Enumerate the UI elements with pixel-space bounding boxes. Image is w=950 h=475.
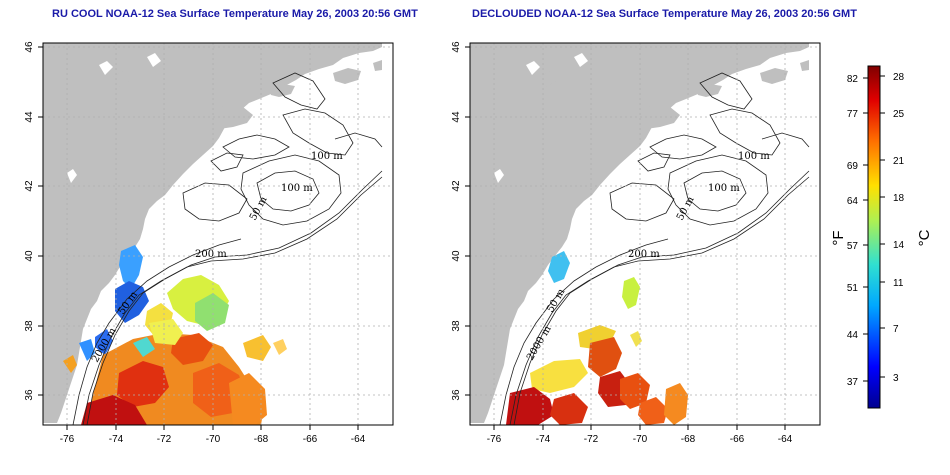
y-tick-label: 46 bbox=[451, 41, 462, 53]
right-map-frame bbox=[469, 42, 821, 426]
fahrenheit-tick: 57 bbox=[847, 241, 859, 252]
y-tick-label: 36 bbox=[451, 389, 462, 401]
celsius-tick: 14 bbox=[893, 240, 905, 251]
left-contour-label: 200 m bbox=[195, 249, 227, 260]
x-tick-label: -76 bbox=[487, 434, 502, 445]
x-tick-label: -74 bbox=[536, 434, 551, 445]
celsius-tick: 21 bbox=[893, 156, 905, 167]
x-tick-label: -64 bbox=[778, 434, 793, 445]
left-x-tick-labels: -76 -74 -72 -70 -68 -66 -64 bbox=[60, 434, 366, 445]
left-y-axis bbox=[38, 46, 43, 396]
y-tick-label: 42 bbox=[24, 180, 35, 192]
left-map-panel: 100 m 100 m 50 m 200 m 50 m 2000 m bbox=[42, 42, 394, 426]
right-grid bbox=[470, 43, 820, 425]
celsius-tick: 25 bbox=[893, 109, 905, 120]
y-tick-label: 36 bbox=[24, 389, 35, 401]
right-map-title: DECLOUDED NOAA-12 Sea Surface Temperatur… bbox=[472, 8, 857, 20]
fahrenheit-tick: 82 bbox=[847, 74, 859, 85]
x-tick-label: -72 bbox=[157, 434, 172, 445]
fahrenheit-tick: 51 bbox=[847, 283, 859, 294]
y-tick-label: 44 bbox=[451, 111, 462, 123]
celsius-unit-label: °C bbox=[916, 229, 933, 246]
left-contour-label: 100 m bbox=[281, 183, 313, 194]
y-tick-label: 42 bbox=[451, 180, 462, 192]
fahrenheit-tick: 44 bbox=[847, 330, 859, 341]
right-x-tick-labels: -76 -74 -72 -70 -68 -66 -64 bbox=[487, 434, 793, 445]
y-tick-label: 40 bbox=[24, 250, 35, 262]
y-tick-label: 40 bbox=[451, 250, 462, 262]
fahrenheit-tick: 64 bbox=[847, 196, 859, 207]
fahrenheit-tick: 77 bbox=[847, 109, 859, 120]
x-tick-label: -74 bbox=[109, 434, 124, 445]
x-tick-label: -66 bbox=[303, 434, 318, 445]
celsius-tick: 3 bbox=[893, 373, 899, 384]
fahrenheit-tick: 37 bbox=[847, 377, 859, 388]
right-y-tick-labels: 36 38 40 42 44 46 bbox=[451, 41, 462, 401]
left-x-axis bbox=[66, 425, 359, 430]
y-tick-label: 38 bbox=[451, 320, 462, 332]
celsius-tick: 18 bbox=[893, 193, 905, 204]
left-grid bbox=[43, 43, 393, 425]
x-tick-label: -70 bbox=[206, 434, 221, 445]
right-contour-label: 100 m bbox=[708, 183, 740, 194]
right-x-axis bbox=[493, 425, 786, 430]
celsius-tick: 7 bbox=[893, 324, 899, 335]
x-tick-label: -66 bbox=[730, 434, 745, 445]
x-tick-label: -68 bbox=[681, 434, 696, 445]
x-tick-label: -76 bbox=[60, 434, 75, 445]
y-tick-label: 38 bbox=[24, 320, 35, 332]
x-tick-label: -64 bbox=[351, 434, 366, 445]
y-tick-label: 46 bbox=[24, 41, 35, 53]
right-contour-label: 100 m bbox=[738, 151, 770, 162]
celsius-tick: 28 bbox=[893, 72, 905, 83]
temperature-colorbar: 82 77 69 64 57 51 44 37 28 25 21 18 14 1… bbox=[830, 65, 933, 409]
celsius-tick: 11 bbox=[893, 278, 904, 289]
left-map-title: RU COOL NOAA-12 Sea Surface Temperature … bbox=[52, 8, 418, 20]
x-tick-label: -72 bbox=[584, 434, 599, 445]
x-tick-label: -68 bbox=[254, 434, 269, 445]
right-contour-label: 200 m bbox=[628, 249, 660, 260]
left-sst-patches bbox=[63, 245, 287, 425]
left-y-tick-labels: 36 38 40 42 44 46 bbox=[24, 41, 35, 401]
right-y-axis bbox=[465, 46, 470, 396]
fahrenheit-unit-label: °F bbox=[830, 230, 847, 245]
fahrenheit-tick: 69 bbox=[847, 161, 859, 172]
right-map-panel: 100 m 100 m 50 m 200 m 50 m 2000 m bbox=[469, 42, 821, 426]
y-tick-label: 44 bbox=[24, 111, 35, 123]
left-contour-label: 100 m bbox=[311, 151, 343, 162]
right-sst-patches bbox=[506, 251, 688, 425]
left-map-frame bbox=[42, 42, 394, 426]
x-tick-label: -70 bbox=[633, 434, 648, 445]
